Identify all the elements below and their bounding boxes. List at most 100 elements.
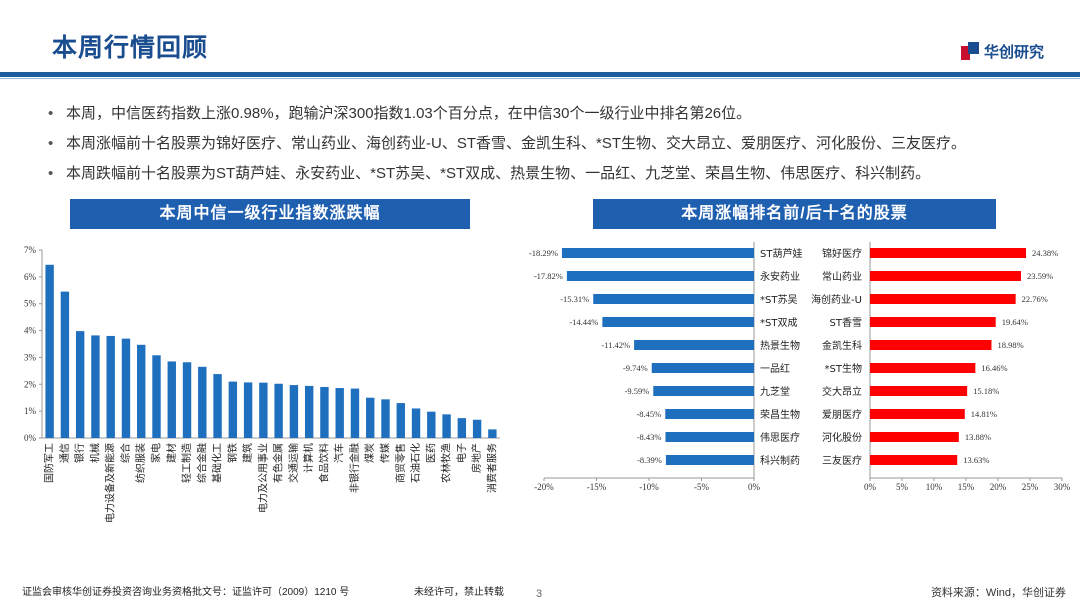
gain-bar: [870, 294, 1016, 304]
industry-bar: [75, 331, 85, 438]
industry-bar: [274, 383, 283, 438]
page-number: 3: [536, 588, 543, 600]
industry-bar: [243, 382, 253, 438]
pos-x-tick-label: 25%: [1022, 482, 1039, 492]
gain-value-label: 16.46%: [981, 363, 1007, 373]
decline-value-label: -18.29%: [529, 248, 558, 258]
gain-value-label: 24.38%: [1032, 248, 1058, 258]
industry-bar: [137, 344, 146, 438]
x-tick-label: 煤炭: [363, 443, 376, 463]
industry-bar: [45, 264, 54, 438]
decline-bar: [665, 432, 754, 442]
decline-bar: [602, 317, 754, 327]
gain-value-label: 23.59%: [1027, 271, 1053, 281]
neg-x-tick-label: 0%: [748, 482, 761, 492]
x-tick-label: 非银行金融: [348, 443, 361, 493]
logo-icon: [960, 42, 979, 60]
x-tick-label: 纺织服装: [134, 443, 147, 483]
industry-bar: [442, 414, 451, 438]
gain-stock-name: 金凯生科: [822, 339, 862, 352]
x-tick-label: 建筑: [241, 443, 254, 463]
x-tick-label: 交通运输: [287, 443, 300, 483]
pos-x-tick-label: 15%: [958, 482, 975, 492]
gain-stock-name: 常山药业: [822, 270, 862, 283]
bullet-dot-icon: •: [48, 105, 54, 122]
gain-bar: [870, 455, 958, 465]
industry-bar: [472, 419, 482, 438]
gain-value-label: 18.98%: [997, 340, 1023, 350]
decline-value-label: -8.45%: [636, 409, 661, 419]
gain-stock-name: 河化股份: [822, 431, 862, 444]
gain-stock-name: ST香雪: [830, 317, 862, 329]
gain-stock-name: *ST生物: [825, 362, 862, 375]
decline-stock-name: *ST苏吴: [760, 293, 797, 306]
logo-text: 华创研究: [983, 43, 1044, 61]
x-tick-label: 医药: [425, 443, 437, 463]
gain-value-label: 15.18%: [973, 386, 999, 396]
industry-chart-banner: 本周中信一级行业指数涨跌幅: [70, 199, 470, 229]
company-logo: 华创研究: [960, 40, 1044, 62]
neg-x-tick-label: -15%: [587, 482, 607, 492]
pos-x-tick-label: 0%: [864, 482, 877, 492]
decline-stock-name: ST葫芦娃: [760, 247, 802, 260]
gain-stock-name: 爱朋医疗: [822, 408, 862, 421]
x-tick-label: 有色金属: [272, 443, 285, 483]
x-tick-label: 建材: [165, 443, 178, 463]
neg-x-tick-label: -5%: [694, 482, 709, 492]
industry-bar: [182, 362, 192, 438]
gain-stock-name: 锦好医疗: [822, 247, 862, 260]
industry-bar: [213, 374, 222, 438]
gain-bar: [870, 317, 996, 327]
decline-value-label: -9.59%: [625, 386, 650, 396]
decline-value-label: -9.74%: [623, 363, 648, 373]
x-tick-label: 电力设备及新能源: [104, 443, 117, 523]
pos-x-tick-label: 5%: [896, 482, 909, 492]
gain-value-label: 22.76%: [1022, 294, 1048, 304]
industry-bar: [304, 385, 314, 438]
bullet-item: • 本周跌幅前十名股票为ST葫芦娃、永安药业、*ST苏吴、*ST双成、热景生物、一…: [48, 159, 1058, 189]
pos-x-tick-label: 30%: [1054, 482, 1071, 492]
decline-bar: [566, 271, 754, 281]
stocks-chart-banner: 本周涨幅排名前/后十名的股票: [593, 199, 996, 229]
industry-bar: [457, 418, 467, 438]
industry-bar: [411, 408, 421, 438]
gain-bar: [870, 409, 965, 419]
gain-value-label: 13.88%: [965, 432, 991, 442]
x-tick-label: 国防军工: [43, 443, 56, 483]
x-tick-label: 计算机: [302, 443, 315, 473]
neg-x-tick-label: -10%: [639, 482, 659, 492]
industry-bar: [121, 338, 131, 438]
decline-stock-name: 九芝堂: [760, 385, 790, 398]
stocks-bar-chart: -20% -15% -10% -5% 0% -18.29% ST葫芦娃 -17.82% 永安药业…: [529, 242, 1071, 492]
industry-bar: [91, 335, 100, 438]
industry-bar: [350, 388, 360, 438]
decline-stock-name: 一品红: [760, 362, 790, 375]
x-tick-label: 通信: [59, 443, 71, 463]
decline-stock-name: *ST双成: [760, 317, 797, 329]
industry-bar: [259, 382, 268, 438]
decline-bar: [665, 455, 754, 465]
decline-bar: [653, 386, 754, 396]
copyright-notice: 未经许可，禁止转载: [414, 587, 504, 598]
bullet-dot-icon: •: [48, 165, 54, 182]
gain-stock-name: 海创药业-U: [811, 293, 862, 306]
industry-bar: [198, 366, 207, 438]
industry-bar: [366, 397, 375, 438]
industry-bar: [335, 388, 344, 438]
industry-bar: [106, 335, 115, 438]
decline-bar: [561, 248, 754, 258]
x-tick-label: 轻工制造: [180, 443, 193, 483]
bullet-dot-icon: •: [48, 135, 54, 152]
header-divider-thin: [0, 78, 1080, 79]
x-tick-label: 传媒: [380, 443, 392, 463]
x-tick-label: 基础化工: [211, 443, 224, 483]
decline-stock-name: 热景生物: [760, 339, 800, 352]
y-tick-label: 1%: [24, 406, 37, 416]
y-tick-label: 3%: [24, 352, 37, 362]
decline-value-label: -11.42%: [601, 340, 630, 350]
decline-value-label: -8.43%: [637, 432, 662, 442]
gain-bar: [870, 248, 1027, 258]
industry-bar: [60, 291, 70, 438]
decline-value-label: -14.44%: [569, 317, 598, 327]
pos-x-tick-label: 20%: [990, 482, 1007, 492]
